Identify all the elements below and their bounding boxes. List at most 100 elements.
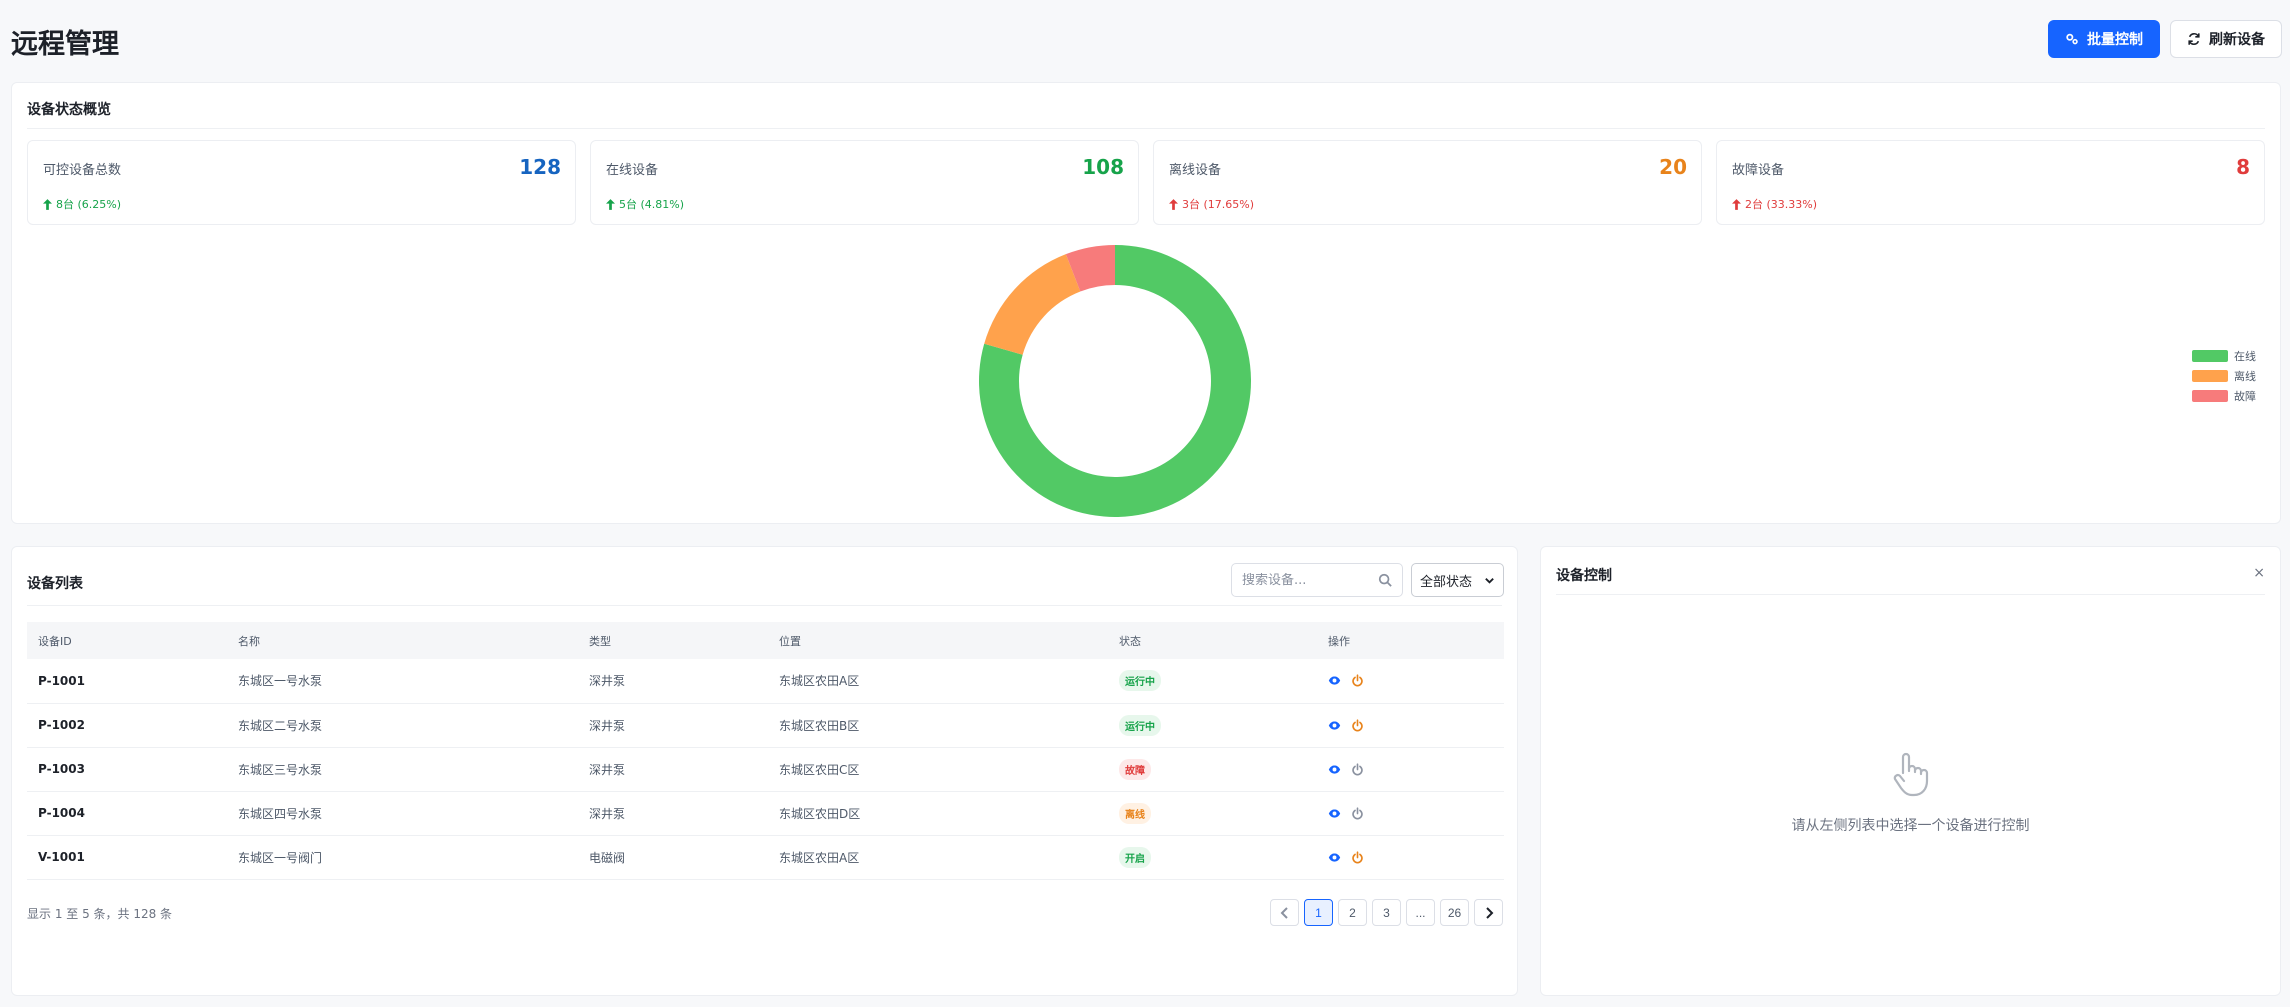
status-badge: 运行中	[1119, 670, 1161, 692]
cell-device-name: 东城区二号水泵	[238, 718, 323, 733]
close-icon[interactable]: ×	[2253, 565, 2265, 581]
stat-card-online: 在线设备 108 5台 (4.81%)	[590, 140, 1139, 225]
eye-icon[interactable]	[1328, 763, 1341, 776]
cell-device-status: 运行中	[1108, 703, 1317, 747]
table-row[interactable]: P-1002 东城区二号水泵 深井泵 东城区农田B区 运行中	[27, 703, 1504, 747]
eye-icon[interactable]	[1328, 851, 1341, 864]
status-badge: 运行中	[1119, 714, 1161, 736]
donut-slice-fault[interactable]	[1065, 245, 1115, 292]
cell-device-id: P-1003	[38, 762, 85, 776]
power-icon[interactable]	[1351, 806, 1364, 820]
overview-header: 设备状态概览	[27, 99, 2265, 129]
stat-label: 可控设备总数	[43, 163, 122, 178]
donut-slice-offline[interactable]	[984, 254, 1081, 355]
empty-state-text: 请从左侧列表中选择一个设备进行控制	[1791, 818, 2030, 834]
stat-change: 2台 (33.33%)	[1732, 196, 1817, 212]
chevron-down-icon	[1485, 577, 1494, 584]
cell-device-status: 开启	[1108, 835, 1317, 879]
status-badge: 故障	[1119, 758, 1151, 780]
eye-icon[interactable]	[1328, 807, 1341, 820]
batch-control-button[interactable]: 批量控制	[2048, 20, 2160, 58]
cell-device-id: P-1004	[38, 806, 85, 820]
page-button-3[interactable]: 3	[1372, 899, 1401, 926]
column-header-name[interactable]: 名称	[238, 634, 260, 648]
stat-change: 5台 (4.81%)	[606, 196, 684, 212]
next-page-button[interactable]	[1474, 899, 1503, 926]
cell-device-location: 东城区农田D区	[779, 806, 861, 821]
column-header-type[interactable]: 类型	[589, 634, 611, 648]
prev-page-button[interactable]	[1270, 899, 1299, 926]
power-icon[interactable]	[1351, 718, 1364, 732]
top-actions: 批量控制 刷新设备	[2048, 20, 2282, 58]
cell-device-id: V-1001	[38, 850, 85, 864]
stat-change-text: 5台 (4.81%)	[619, 198, 685, 211]
stats-row: 可控设备总数 128 8台 (6.25%) 在线设备 108 5台 (4.81%…	[27, 140, 2265, 225]
donut-slice-online[interactable]	[979, 245, 1251, 517]
pagination-info: 显示 1 至 5 条，共 128 条	[27, 907, 173, 921]
column-header-status[interactable]: 状态	[1119, 634, 1141, 648]
status-filter-value: 全部状态	[1420, 574, 1473, 590]
row-actions	[1328, 850, 1504, 864]
search-input[interactable]	[1242, 572, 1378, 588]
cell-actions	[1317, 835, 1504, 879]
row-actions	[1328, 762, 1504, 776]
empty-state: 请从左侧列表中选择一个设备进行控制	[1541, 749, 2280, 835]
control-title: 设备控制	[1556, 568, 1612, 584]
cell-actions	[1317, 791, 1504, 835]
legend-item-online: 在线	[2192, 346, 2256, 366]
pagination: 1 2 3 ... 26	[1270, 899, 1503, 926]
cell-device-name: 东城区四号水泵	[238, 806, 323, 821]
batch-control-label: 批量控制	[2087, 32, 2143, 48]
status-donut-chart	[967, 236, 1263, 526]
pointer-hand-icon	[1893, 752, 1928, 797]
stat-value: 20	[1659, 155, 1687, 179]
status-badge: 离线	[1119, 802, 1151, 824]
eye-icon[interactable]	[1328, 674, 1341, 687]
page-button-2[interactable]: 2	[1338, 899, 1367, 926]
legend-item-fault: 故障	[2192, 386, 2256, 406]
legend-label: 故障	[2234, 390, 2256, 403]
stat-value: 108	[1082, 155, 1124, 179]
cell-device-location: 东城区农田C区	[779, 762, 860, 777]
stat-change: 3台 (17.65%)	[1169, 196, 1254, 212]
cell-device-status: 故障	[1108, 747, 1317, 791]
cell-device-type: 深井泵	[589, 806, 626, 821]
refresh-devices-button[interactable]: 刷新设备	[2170, 20, 2282, 58]
power-icon[interactable]	[1351, 674, 1364, 687]
device-status-overview: 设备状态概览 可控设备总数 128 8台 (6.25%) 在线设备 108 5台…	[11, 82, 2281, 524]
status-badge: 开启	[1119, 846, 1151, 868]
cell-device-type: 深井泵	[589, 674, 626, 689]
table-row[interactable]: P-1004 东城区四号水泵 深井泵 东城区农田D区 离线	[27, 791, 1504, 835]
stat-card-fault: 故障设备 8 2台 (33.33%)	[1716, 140, 2265, 225]
refresh-devices-label: 刷新设备	[2209, 32, 2265, 48]
cell-device-type: 深井泵	[589, 762, 626, 777]
stat-value: 8	[2236, 155, 2250, 179]
column-header-location[interactable]: 位置	[779, 634, 801, 648]
power-icon[interactable]	[1351, 850, 1364, 864]
cell-actions	[1317, 747, 1504, 791]
stat-label: 故障设备	[1732, 163, 1785, 178]
cell-device-location: 东城区农田B区	[779, 718, 860, 733]
page-button-26[interactable]: 26	[1440, 899, 1469, 926]
stat-change-text: 2台 (33.33%)	[1745, 198, 1818, 211]
refresh-icon	[2188, 33, 2200, 45]
cell-device-name: 东城区三号水泵	[238, 762, 323, 777]
cell-device-status: 离线	[1108, 791, 1317, 835]
legend-item-offline: 离线	[2192, 366, 2256, 386]
legend-label: 在线	[2234, 350, 2256, 363]
cell-device-id: P-1001	[38, 673, 85, 688]
column-header-id[interactable]: 设备ID	[38, 634, 72, 648]
power-icon[interactable]	[1351, 762, 1364, 776]
status-filter-select[interactable]: 全部状态	[1411, 563, 1504, 597]
device-list-panel: 设备列表 全部状态 设备ID 名称 类型 位置 状态 操作 P-1001 东城区一…	[11, 546, 1518, 996]
eye-icon[interactable]	[1328, 719, 1341, 732]
search-icon[interactable]	[1378, 573, 1392, 587]
page-button-1[interactable]: 1	[1304, 899, 1333, 926]
column-header-actions: 操作	[1328, 634, 1350, 648]
table-row[interactable]: V-1001 东城区一号阀门 电磁阀 东城区农田A区 开启	[27, 835, 1504, 879]
page-title: 远程管理	[11, 29, 119, 60]
legend-swatch	[2192, 390, 2228, 402]
table-row[interactable]: P-1001 东城区一号水泵 深井泵 东城区农田A区 运行中	[27, 659, 1504, 703]
table-row[interactable]: P-1003 东城区三号水泵 深井泵 东城区农田C区 故障	[27, 747, 1504, 791]
stat-label: 在线设备	[606, 163, 659, 178]
